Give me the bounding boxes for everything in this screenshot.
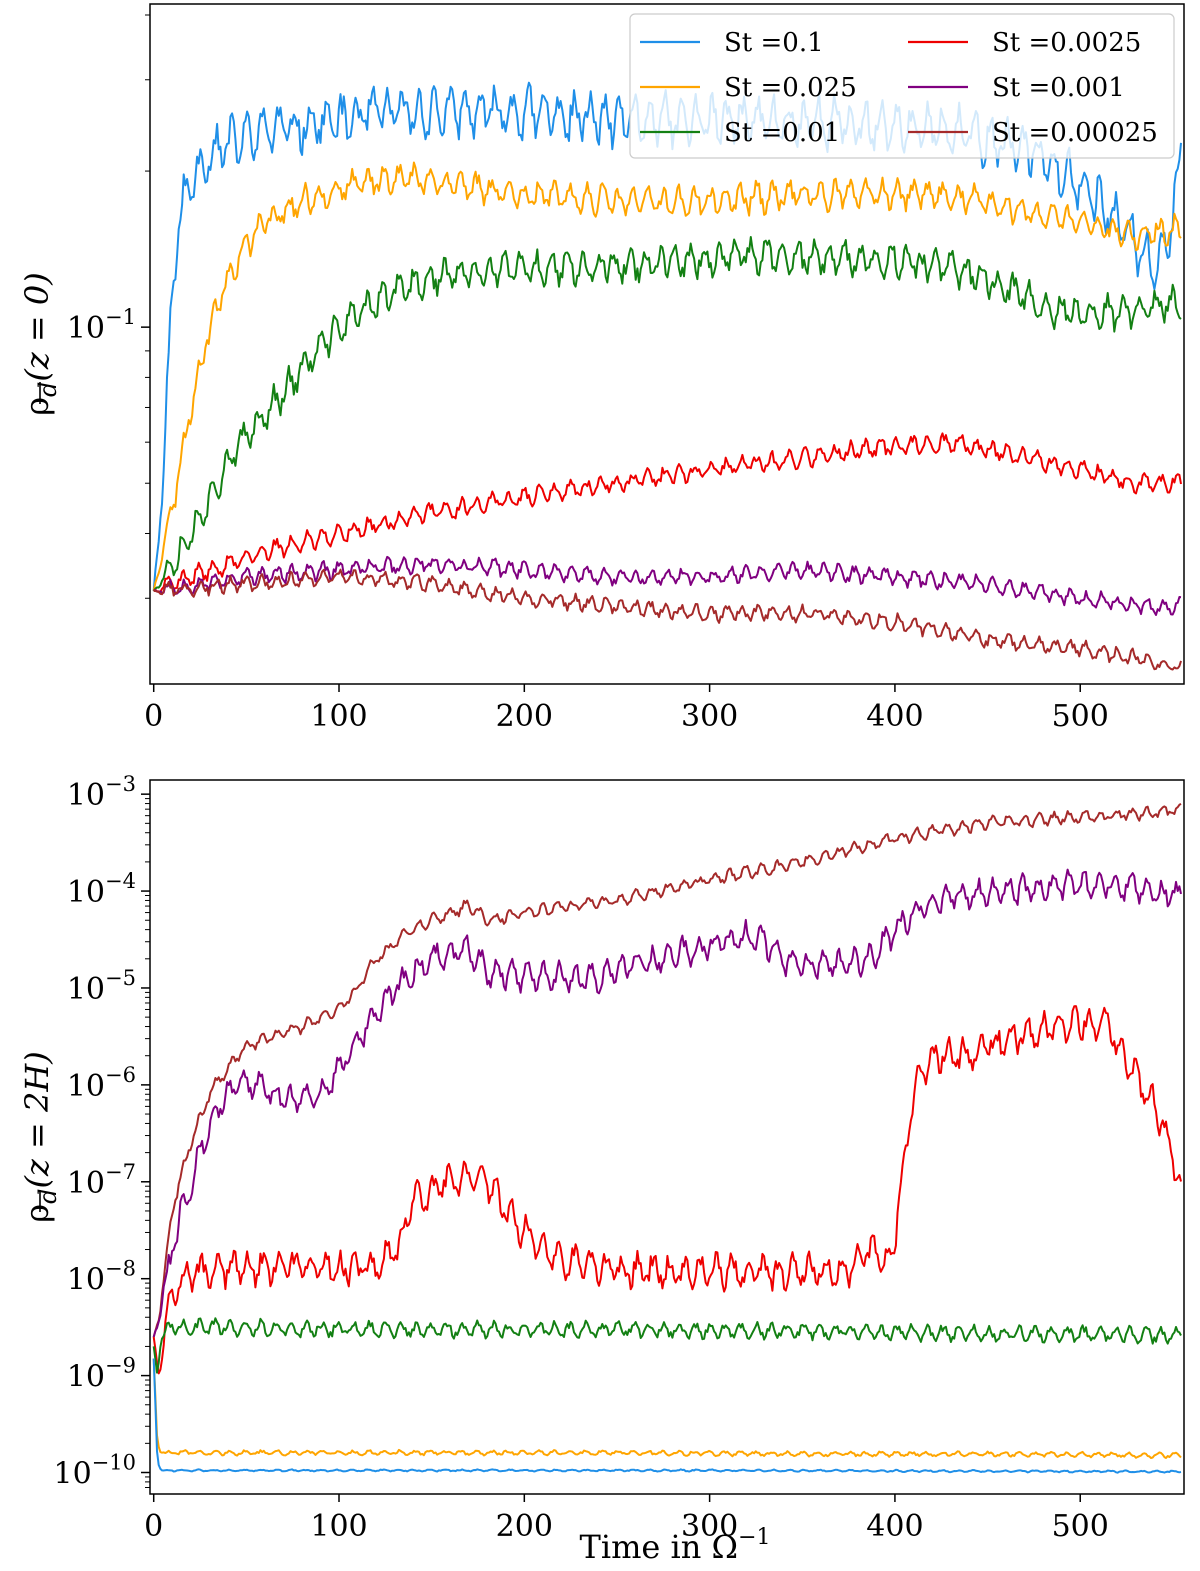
- top-x-tick-label: 200: [496, 699, 553, 734]
- legend-entry-label: St =0.001: [992, 73, 1125, 103]
- bottom-series-line-5: [152, 1358, 1182, 1474]
- top-x-tick-label: 0: [144, 699, 163, 734]
- bottom-series-line-3: [152, 1317, 1182, 1374]
- bottom-x-tick-label: 100: [310, 1509, 367, 1544]
- bottom-x-tick-label: 0: [144, 1509, 163, 1544]
- top-x-tick-label: 500: [1052, 699, 1109, 734]
- top-ylabel-sub: d: [34, 382, 62, 397]
- bottom-y-tick-label: 10−9: [67, 1354, 136, 1395]
- bottom-plot-frame: [149, 779, 1185, 1495]
- legend: St =0.1 St =0.025 St =0.01 St =0.0025 St =0.…: [629, 13, 1175, 159]
- top-ylabel-arg: (z = 0): [18, 272, 56, 381]
- top-series-line-5: [153, 568, 1182, 671]
- bottom-x-tick-label: 200: [496, 1509, 553, 1544]
- bottom-ylabel-sub: d: [34, 1189, 62, 1204]
- top-y-tick-labels: 10−1: [67, 305, 136, 346]
- bottom-series-line-0: [152, 803, 1182, 1338]
- bottom-y-tick-label: 10−4: [67, 869, 136, 910]
- bottom-y-tick-label: 10−10: [53, 1451, 136, 1492]
- legend-entry-label: St =0.00025: [992, 118, 1158, 148]
- top-y-tick-label: 10−1: [67, 305, 136, 346]
- bottom-x-tick-label: 500: [1052, 1509, 1109, 1544]
- bottom-y-tick-labels: 10−10 10−9 10−8 10−7 10−6 10−5 10−4 10−3: [53, 772, 136, 1491]
- bottom-panel: 0 100 200 300 400 500 10−1010−910−810−710−610…: [18, 772, 1185, 1566]
- top-panel: 0 100 200 300 400 500 10−1 ρd(z = 0) St =0.1S…: [18, 3, 1185, 734]
- bottom-y-tick-label: 10−7: [67, 1160, 136, 1201]
- bottom-axis-ticks: [141, 793, 1081, 1502]
- legend-entry-label: St =0.025: [724, 73, 857, 103]
- bottom-x-axis-label: Time in Ω−1: [579, 1525, 770, 1566]
- top-y-axis-label: ρd(z = 0): [18, 272, 62, 416]
- top-series-line-1: [152, 161, 1182, 592]
- bottom-series-line-2: [152, 1005, 1182, 1375]
- top-x-tick-label: 100: [310, 699, 367, 734]
- bottom-series-line-4: [152, 1358, 1182, 1459]
- top-plot-frame: [149, 3, 1185, 685]
- top-series-line-3: [153, 432, 1182, 593]
- legend-entry-label: St =0.0025: [992, 28, 1141, 58]
- top-axis-ticks: [141, 14, 1081, 692]
- legend-entry-label: St =0.1: [724, 28, 824, 58]
- legend-entry-label: St =0.01: [724, 118, 840, 148]
- bottom-y-tick-label: 10−3: [67, 772, 136, 813]
- bottom-x-tick-label: 300: [681, 1509, 738, 1544]
- top-x-tick-label: 400: [866, 699, 923, 734]
- bottom-x-tick-labels: 0 100 200 300 400 500: [144, 1509, 1109, 1544]
- top-x-tick-label: 300: [681, 699, 738, 734]
- bottom-series-line-1: [152, 868, 1182, 1338]
- bottom-x-tick-label: 400: [866, 1509, 923, 1544]
- bottom-series-lines: [152, 803, 1182, 1474]
- top-series-line-4: [153, 555, 1182, 616]
- top-series-line-2: [152, 236, 1182, 592]
- bottom-xlabel-sup: −1: [738, 1525, 770, 1550]
- legend-frame: [629, 13, 1175, 159]
- bottom-y-tick-label: 10−8: [67, 1257, 136, 1298]
- bottom-y-tick-label: 10−6: [67, 1063, 136, 1104]
- top-x-tick-labels: 0 100 200 300 400 500: [144, 699, 1109, 734]
- bottom-y-tick-label: 10−5: [67, 966, 136, 1007]
- bottom-y-axis-label: ρd(z = 2H): [18, 1051, 62, 1222]
- bottom-ylabel-arg: (z = 2H): [18, 1051, 56, 1188]
